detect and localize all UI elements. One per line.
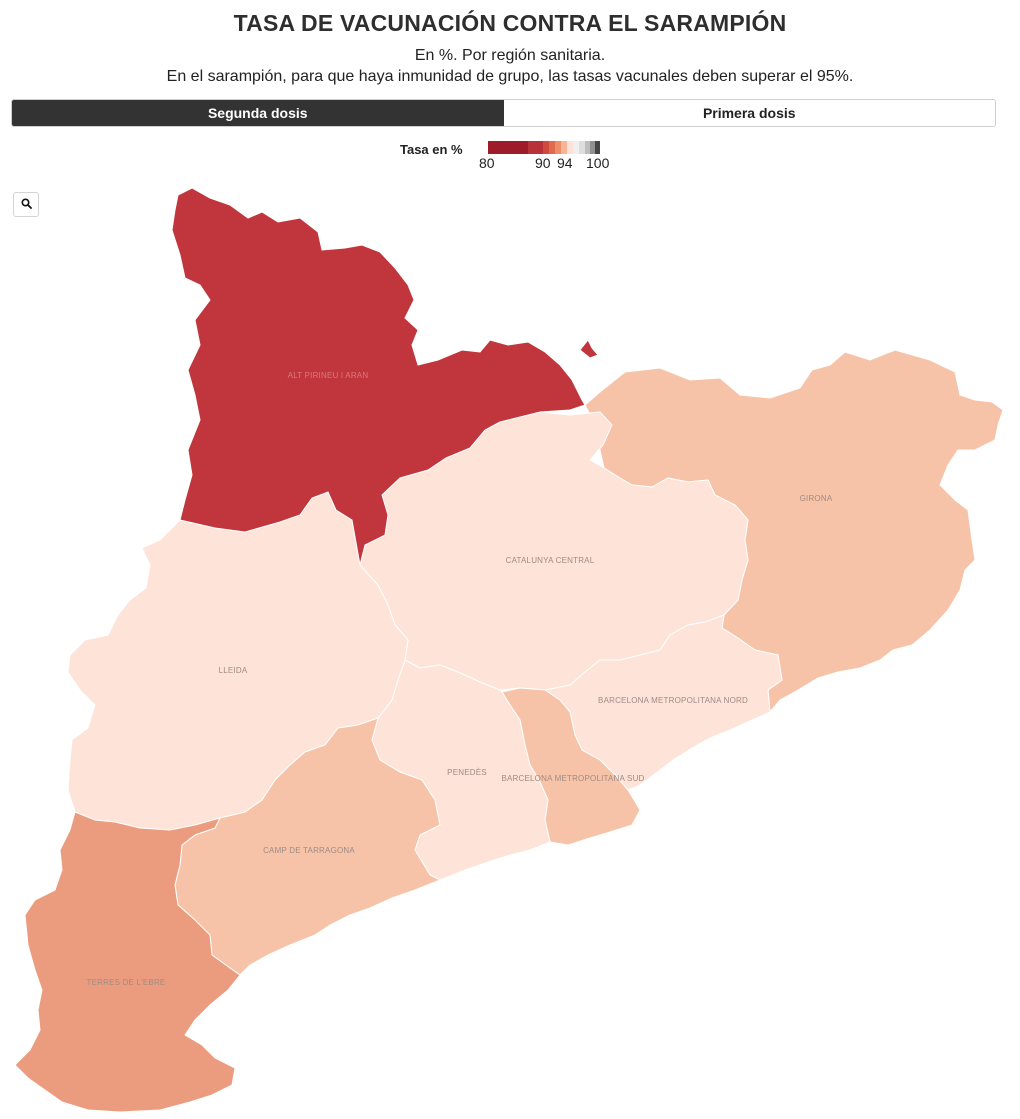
legend-swatch bbox=[543, 141, 549, 154]
legend-tick-90: 90 bbox=[535, 155, 551, 171]
legend-swatch bbox=[585, 141, 590, 154]
label-barcelona-nord: BARCELONA METROPOLITANA NORD bbox=[598, 696, 748, 705]
legend-swatch bbox=[595, 141, 600, 154]
legend-swatch bbox=[567, 141, 573, 154]
subtitle-line-2: En el sarampión, para que haya inmunidad… bbox=[166, 68, 854, 85]
region-terres-ebre[interactable] bbox=[14, 811, 241, 1113]
legend-swatch bbox=[561, 141, 567, 154]
label-camp-tarragona: CAMP DE TARRAGONA bbox=[263, 846, 355, 855]
region-alt-pirineu[interactable] bbox=[171, 187, 586, 566]
legend-tick-80: 80 bbox=[479, 155, 495, 171]
label-girona: GIRONA bbox=[800, 494, 833, 503]
legend-swatch bbox=[579, 141, 585, 154]
region-alt-pirineu-enclave[interactable] bbox=[579, 339, 599, 359]
tab-segunda-dosis[interactable]: Segunda dosis bbox=[12, 100, 504, 126]
label-alt-pirineu: ALT PIRINEU I ARAN bbox=[288, 371, 369, 380]
tab-primera-dosis[interactable]: Primera dosis bbox=[503, 100, 995, 126]
dose-tabs: Segunda dosis Primera dosis bbox=[11, 99, 996, 127]
legend-swatch bbox=[573, 141, 579, 154]
label-terres-ebre: TERRES DE L'EBRE bbox=[87, 978, 166, 987]
legend-color-scale bbox=[488, 141, 600, 154]
legend-swatch bbox=[488, 141, 528, 154]
region-camp-tarragona[interactable] bbox=[174, 717, 442, 976]
label-catalunya-central: CATALUNYA CENTRAL bbox=[506, 556, 595, 565]
legend-swatch bbox=[555, 141, 561, 154]
legend-title: Tasa en % bbox=[400, 142, 463, 157]
label-lleida: LLEIDA bbox=[219, 666, 248, 675]
subtitle: En %. Por región sanitaria. En el saramp… bbox=[0, 45, 1020, 87]
legend-tick-94: 94 bbox=[557, 155, 573, 171]
zoom-button[interactable] bbox=[13, 192, 39, 217]
label-penedes: PENEDÈS bbox=[447, 768, 487, 777]
legend-tick-100: 100 bbox=[586, 155, 610, 171]
page-title: TASA DE VACUNACIÓN CONTRA EL SARAMPIÓN bbox=[233, 10, 787, 36]
legend-swatch bbox=[549, 141, 555, 154]
legend-swatch bbox=[528, 141, 543, 154]
label-barcelona-sud: BARCELONA METROPOLITANA SUD bbox=[501, 774, 644, 783]
legend-swatch bbox=[590, 141, 595, 154]
search-icon bbox=[20, 196, 32, 214]
subtitle-line-1: En %. Por región sanitaria. bbox=[414, 47, 606, 64]
